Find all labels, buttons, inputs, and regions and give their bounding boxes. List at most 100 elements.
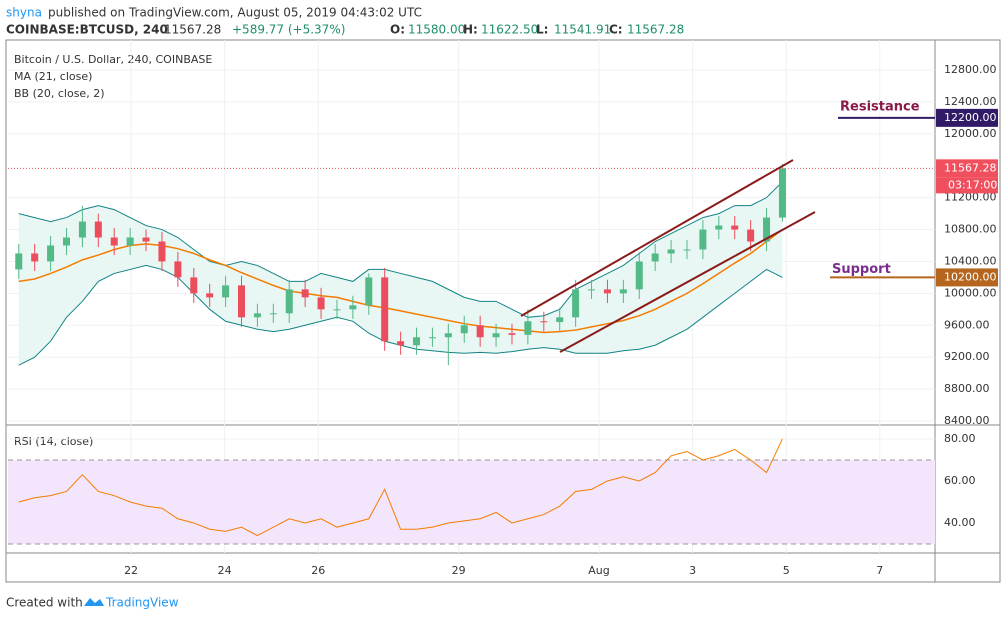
candle-body: [476, 325, 484, 338]
candle-body: [333, 309, 341, 311]
author: shyna: [6, 6, 42, 20]
y-tick-label: 9200.00: [944, 350, 990, 363]
published: published on TradingView.com, August 05,…: [48, 6, 422, 20]
candle-body: [31, 253, 39, 262]
candle-body: [619, 289, 627, 294]
y-tick-label: 12800.00: [944, 63, 997, 76]
x-tick-label: 22: [124, 564, 138, 577]
candle-body: [428, 337, 436, 339]
candle-body: [78, 221, 86, 238]
candle-body: [572, 289, 580, 318]
candle-body: [778, 168, 786, 218]
candle-body: [508, 333, 516, 335]
bb-upper: [18, 181, 783, 318]
y-tick-label: 12400.00: [944, 95, 997, 108]
trend-line: [520, 159, 794, 317]
candle-body: [269, 313, 277, 315]
ohlc-key: L:: [536, 23, 548, 37]
last-price-label: 11567.28: [944, 161, 997, 174]
candle-body: [444, 333, 452, 338]
candle-body: [190, 277, 198, 294]
candle-body: [126, 237, 134, 246]
candle-body: [222, 285, 230, 298]
x-tick-label: Aug: [588, 564, 609, 577]
support-label: 10200.00: [944, 270, 997, 283]
ohlc-value: 11541.91: [554, 23, 611, 37]
y-tick-label: 10400.00: [944, 254, 997, 267]
rsi-band: [8, 459, 935, 544]
candle-body: [317, 297, 325, 310]
resistance-label: 12200.00: [944, 111, 997, 124]
x-tick-label: 24: [218, 564, 232, 577]
resistance-text: Resistance: [840, 99, 920, 114]
candle-body: [110, 237, 118, 246]
candle-body: [397, 341, 405, 346]
candle-body: [62, 237, 70, 246]
countdown-box: [936, 177, 998, 194]
trend-line: [559, 211, 816, 353]
chart-title: Bitcoin / U.S. Dollar, 240, COINBASE: [14, 53, 212, 66]
x-tick-label: 5: [783, 564, 790, 577]
x-tick-label: 26: [311, 564, 325, 577]
resistance-box: [936, 108, 998, 127]
candle-body: [285, 289, 293, 314]
candle-body: [94, 221, 102, 238]
y-tick-label: 9600.00: [944, 318, 990, 331]
y-tick-label: 12000.00: [944, 127, 997, 140]
symbol: COINBASE:BTCUSD, 240: [6, 23, 168, 37]
x-tick-label: 3: [689, 564, 696, 577]
candle-body: [747, 229, 755, 242]
candle-body: [556, 317, 564, 323]
candle-body: [365, 277, 373, 306]
footer-created: Created with: [6, 596, 83, 610]
rsi-line: [18, 438, 783, 537]
candle-body: [763, 217, 771, 242]
ohlc-value: 11622.50: [481, 23, 538, 37]
frame: [5, 39, 1001, 583]
ohlc-key: O:: [390, 23, 405, 37]
candle-body: [15, 253, 23, 270]
y-tick-label: 10800.00: [944, 223, 997, 236]
candle-body: [715, 225, 723, 230]
candle-body: [492, 333, 500, 338]
candle-body: [158, 241, 166, 262]
ohlc-key: C:: [609, 23, 623, 37]
candle-body: [460, 325, 468, 334]
candle-body: [731, 225, 739, 230]
candle-body: [699, 229, 707, 250]
candle-body: [413, 337, 421, 346]
footer-brand: TradingView: [105, 596, 179, 610]
last-price-box: [936, 159, 998, 178]
candle-body: [381, 277, 389, 342]
candle-body: [142, 237, 150, 242]
candle-body: [238, 285, 246, 318]
countdown-label: 03:17:00: [948, 178, 997, 191]
candle-body: [588, 289, 596, 291]
candle-body: [683, 249, 691, 251]
candle-body: [349, 305, 357, 310]
candle-body: [174, 261, 182, 278]
last: 11567.28: [164, 23, 221, 37]
candle-body: [301, 289, 309, 298]
x-tick-label: 7: [876, 564, 883, 577]
y-tick-label: 11200.00: [944, 191, 997, 204]
ohlc-value: 11580.00: [408, 23, 465, 37]
candle-body: [540, 321, 548, 323]
indicator: BB (20, close, 2): [14, 87, 105, 100]
rsi-tick-label: 60.00: [944, 474, 976, 487]
ohlc-value: 11567.28: [627, 23, 684, 37]
candle-body: [635, 261, 643, 290]
ohlc-key: H:: [463, 23, 478, 37]
plot: O: 11580.00H: 11622.50L: 11541.91C: 11567.28…: [8, 23, 998, 577]
y-tick-label: 8400.00: [944, 414, 990, 427]
candle-body: [524, 321, 532, 335]
support-box: [936, 268, 998, 287]
y-tick-label: 10000.00: [944, 286, 997, 299]
candle-body: [603, 289, 611, 294]
candle-body: [206, 293, 214, 298]
rsi-tick-label: 40.00: [944, 516, 976, 529]
change: +589.77 (+5.37%): [232, 23, 345, 37]
support-text: Support: [832, 262, 891, 277]
